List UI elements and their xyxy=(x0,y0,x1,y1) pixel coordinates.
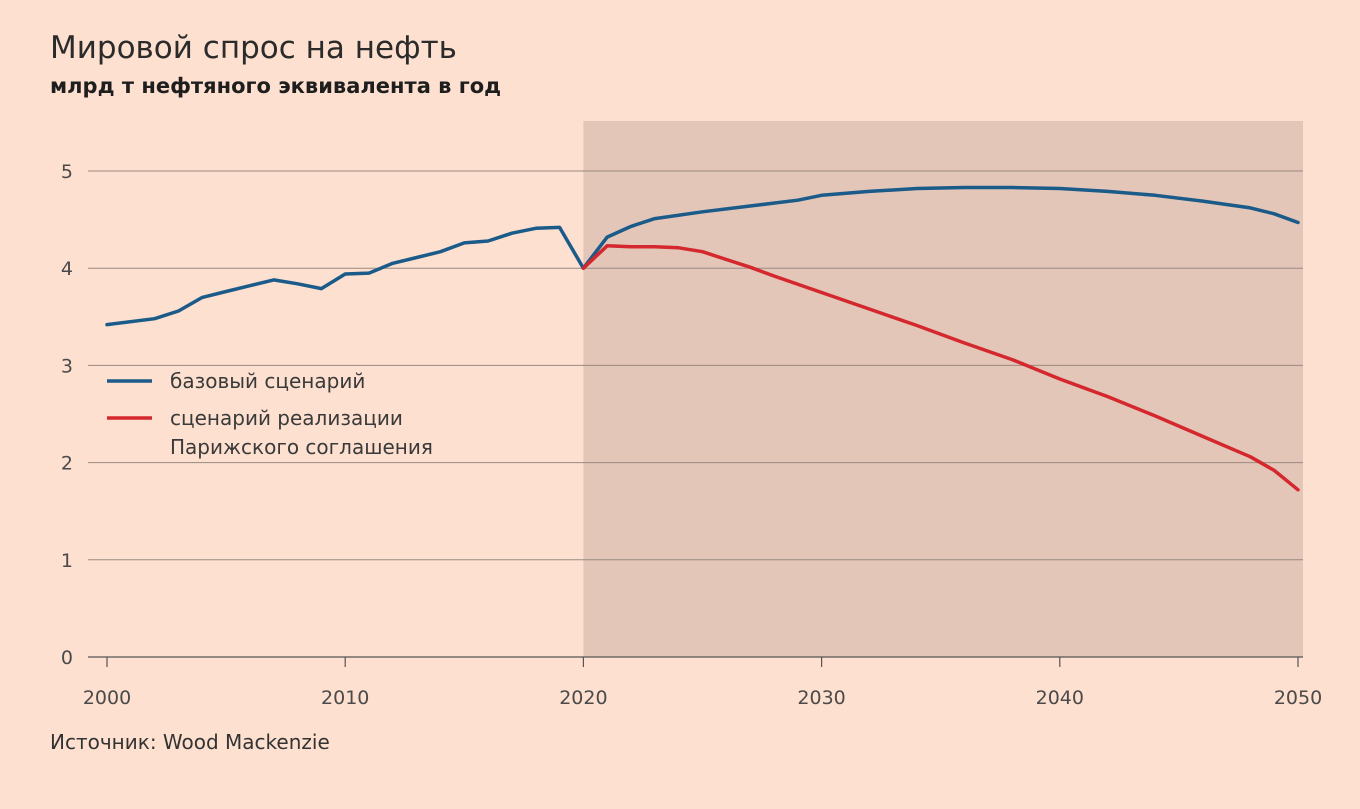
x-tick-label: 2010 xyxy=(321,687,369,709)
source-note: Источник: Wood Mackenzie xyxy=(50,730,330,754)
y-tick-label: 2 xyxy=(61,453,73,475)
x-tick-label: 2000 xyxy=(83,687,131,709)
x-tick-label: 2040 xyxy=(1036,687,1084,709)
y-tick-label: 3 xyxy=(61,355,73,377)
legend-label: Парижского соглашения xyxy=(170,435,433,459)
gridlines xyxy=(88,170,1303,561)
chart-subtitle: млрд т нефтяного эквивалента в год xyxy=(50,74,502,98)
y-axis-ticks: 0 1 2 3 4 5 xyxy=(61,161,73,669)
series-line-base xyxy=(105,185,1300,327)
series-lines xyxy=(105,185,1300,492)
y-tick-label: 0 xyxy=(61,647,73,669)
legend: базовый сценарий сценарий реализации Париж… xyxy=(107,369,433,459)
chart-title: Мировой спрос на нефть xyxy=(50,30,457,66)
legend-label: базовый сценарий xyxy=(170,369,365,393)
y-tick-label: 1 xyxy=(61,550,73,572)
y-tick-label: 4 xyxy=(61,258,73,280)
x-tick-label: 2020 xyxy=(559,687,607,709)
series-line-paris xyxy=(581,244,1300,492)
x-axis: 2000 2010 2020 2030 2040 2050 xyxy=(83,656,1322,709)
x-tick-label: 2050 xyxy=(1274,687,1322,709)
x-tick-label: 2030 xyxy=(797,687,845,709)
y-tick-label: 5 xyxy=(61,161,73,183)
legend-label: сценарий реализации xyxy=(170,406,403,430)
